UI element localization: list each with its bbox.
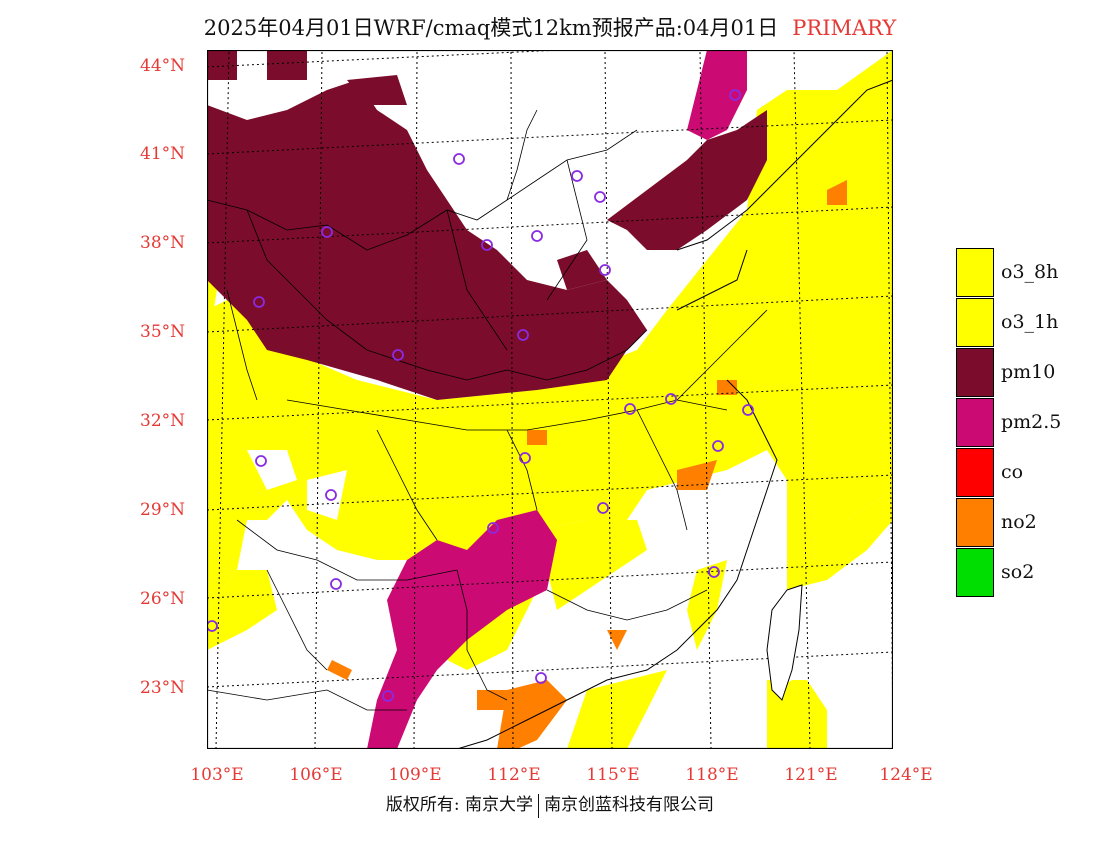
legend-label-pm10: pm10 [1001,361,1056,383]
lon-label-106: 106°E [289,765,343,785]
legend-label-so2: so2 [1001,561,1035,583]
taiwan-outline [766,584,803,701]
copyright-footer: 版权所有: 南京大学 南京创蓝科技有限公司 [0,790,1100,818]
map-frame [207,50,893,749]
legend-item-pm10: pm10 [956,348,1076,398]
legend-item-co: co [956,448,1076,498]
legend-swatch-co [956,448,994,497]
lat-label-26: 26°N [140,589,186,609]
legend-swatch-pm10 [956,348,994,397]
legend-label-co: co [1001,461,1024,483]
legend-item-so2: so2 [956,548,1076,598]
pollutant-legend: o3_8h o3_1h pm10 pm2.5 co no2 so2 [956,248,1076,598]
station-markers [207,89,754,702]
legend-item-pm25: pm2.5 [956,398,1076,448]
lon-label-124: 124°E [879,765,933,785]
legend-label-no2: no2 [1001,511,1037,533]
legend-swatch-so2 [956,548,994,597]
lon-label-112: 112°E [487,765,541,785]
lat-label-29: 29°N [140,500,186,520]
lat-label-41: 41°N [140,144,186,164]
map-title: 2025年04月01日WRF/cmaq模式12km预报产品:04月01日 PRIM… [0,12,1100,42]
lat-label-38: 38°N [140,233,186,253]
footer-right: 南京创蓝科技有限公司 [544,795,715,815]
legend-item-no2: no2 [956,498,1076,548]
footer-left: 版权所有: 南京大学 [385,795,534,815]
lat-label-32: 32°N [140,411,186,431]
legend-swatch-pm25 [956,398,994,447]
lat-label-44: 44°N [140,56,186,76]
footer-separator [538,793,540,818]
legend-label-o3-8h: o3_8h [1001,261,1059,283]
lat-label-35: 35°N [140,322,186,342]
lon-label-103: 103°E [190,765,244,785]
title-primary-tag: PRIMARY [792,16,897,40]
province-boundaries [207,109,768,711]
legend-label-pm25: pm2.5 [1001,411,1062,433]
legend-swatch-o3-1h [956,298,994,347]
pollutant-map [207,50,893,749]
lon-label-109: 109°E [388,765,442,785]
legend-item-o3-1h: o3_1h [956,298,1076,348]
pm25-regions [367,50,747,749]
lon-label-121: 121°E [784,765,838,785]
legend-item-o3-8h: o3_8h [956,248,1076,298]
legend-swatch-o3-8h [956,248,994,297]
legend-swatch-no2 [956,498,994,547]
coastline [456,79,893,749]
lon-label-118: 118°E [685,765,739,785]
lon-label-115: 115°E [586,765,640,785]
title-main: 2025年04月01日WRF/cmaq模式12km预报产品:04月01日 [203,16,779,40]
lat-label-23: 23°N [140,678,186,698]
pm10-regions [207,50,767,400]
legend-label-o3-1h: o3_1h [1001,311,1059,333]
